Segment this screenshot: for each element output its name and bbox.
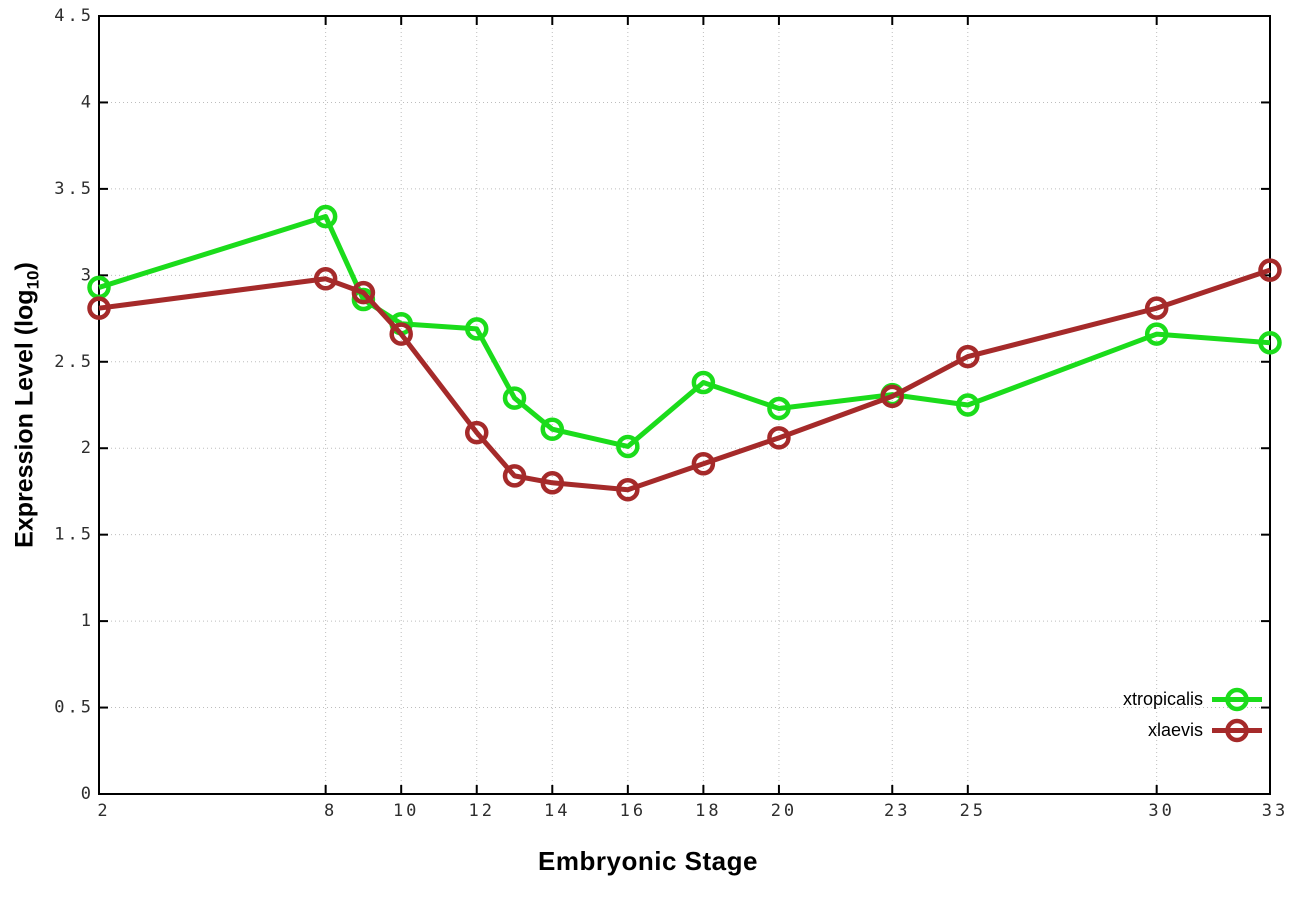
- legend-label: xtropicalis: [1122, 689, 1203, 709]
- data-point-xlaevis: [956, 344, 980, 369]
- data-point-xtropicalis: [691, 370, 716, 395]
- data-point-xlaevis: [540, 471, 565, 495]
- y-tick-label: 3.5: [54, 179, 94, 199]
- data-point-xtropicalis: [956, 393, 980, 417]
- data-point-xtropicalis: [1144, 322, 1169, 346]
- data-point-xlaevis: [880, 384, 905, 409]
- x-tick-label: 14: [544, 801, 570, 821]
- y-tick-label: 1: [81, 611, 94, 631]
- data-point-xtropicalis: [502, 386, 527, 410]
- legend-marker-sample: [1212, 687, 1262, 712]
- legend-label: xlaevis: [1147, 720, 1203, 740]
- x-tick-label: 20: [771, 801, 797, 821]
- legend: xtropicalis xlaevis: [1123, 684, 1262, 746]
- y-tick-label: 4.5: [54, 6, 94, 26]
- data-point-xtropicalis: [313, 204, 338, 229]
- data-point-xlaevis: [389, 322, 413, 346]
- data-point-xlaevis: [502, 464, 527, 488]
- y-axis-title-suffix: ): [10, 262, 39, 271]
- x-axis-title: Embryonic Stage: [538, 846, 758, 876]
- plot-border: [98, 15, 1271, 795]
- series-line-xlaevis: [98, 267, 1271, 493]
- legend-circle-icon: [1225, 718, 1249, 743]
- data-point-xtropicalis: [1258, 331, 1282, 355]
- data-point-xtropicalis: [540, 417, 565, 441]
- series-line-xtropicalis: [98, 214, 1271, 449]
- data-point-xlaevis: [87, 296, 111, 320]
- y-axis-title-main: Expression Level (log: [10, 289, 39, 548]
- y-tick-label: 3: [81, 265, 94, 285]
- x-tick-label: 8: [324, 801, 337, 821]
- data-point-xtropicalis: [464, 317, 489, 341]
- data-point-xlaevis: [351, 280, 376, 305]
- x-tick-label: 25: [960, 801, 986, 821]
- x-tick-label: 16: [620, 801, 646, 821]
- y-tick-label: 0: [81, 784, 94, 804]
- x-tick-label: 23: [884, 801, 910, 821]
- data-point-xlaevis: [691, 452, 716, 476]
- y-tick-label: 1.5: [54, 525, 94, 545]
- y-tick-label: 2.5: [54, 352, 94, 372]
- x-tick-label: 12: [468, 801, 494, 821]
- data-point-xtropicalis: [767, 396, 791, 421]
- data-point-xlaevis: [1258, 258, 1282, 282]
- legend-entry-xlaevis: xlaevis: [1123, 715, 1262, 746]
- data-point-xlaevis: [464, 420, 489, 445]
- y-tick-label: 4: [81, 92, 94, 112]
- legend-circle-icon: [1225, 687, 1249, 712]
- data-point-xlaevis: [767, 426, 791, 450]
- x-tick-label: 33: [1262, 801, 1288, 821]
- y-tick-label: 2: [81, 438, 94, 458]
- y-axis-title: Expression Level (log10): [11, 262, 44, 548]
- y-axis-title-sub: 10: [23, 270, 43, 290]
- legend-marker-sample: [1212, 718, 1262, 743]
- y-tick-label: 0.5: [54, 698, 94, 718]
- x-tick-label: 18: [695, 801, 721, 821]
- legend-entry-xtropicalis: xtropicalis: [1123, 684, 1262, 715]
- x-tick-label: 10: [393, 801, 419, 821]
- data-point-xlaevis: [616, 477, 640, 502]
- data-point-xlaevis: [1144, 296, 1169, 320]
- data-point-xlaevis: [313, 267, 338, 291]
- x-tick-label: 30: [1148, 801, 1174, 821]
- x-tick-label: 2: [97, 801, 110, 821]
- data-point-xtropicalis: [616, 434, 640, 459]
